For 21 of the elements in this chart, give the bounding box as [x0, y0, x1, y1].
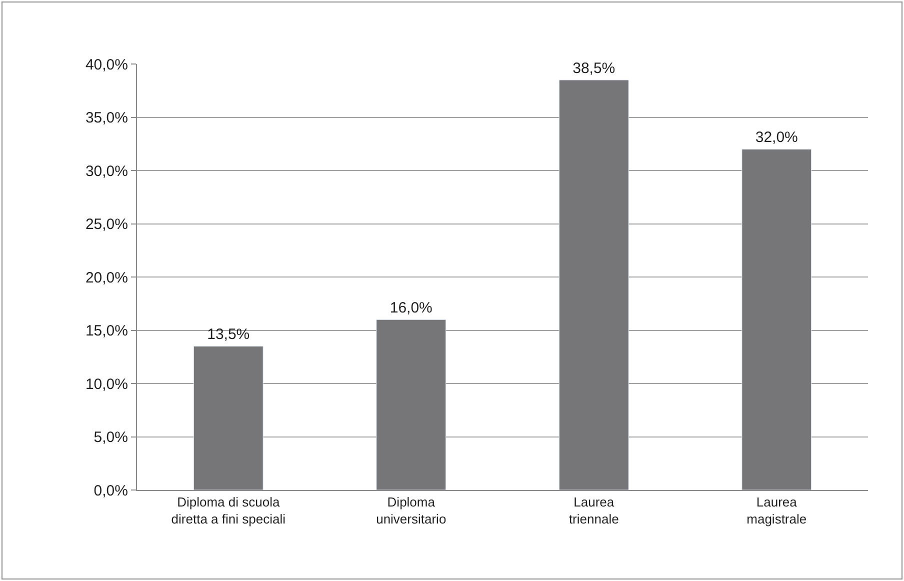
data-label: 32,0%	[755, 129, 798, 146]
data-label: 38,5%	[572, 60, 616, 77]
y-tick-label: 20,0%	[85, 269, 128, 286]
x-tick-label: Laurea magistrale	[746, 494, 807, 526]
bar	[376, 319, 446, 490]
y-tick-label: 40,0%	[85, 56, 128, 74]
x-tick-label: Laurea triennale	[568, 494, 619, 526]
data-label: 16,0%	[390, 300, 432, 317]
data-label: 13,5%	[207, 326, 250, 344]
y-tick-label: 0,0%	[94, 482, 128, 500]
y-tick-label: 5,0%	[94, 429, 128, 446]
bar	[193, 346, 264, 490]
y-tick-label: 30,0%	[85, 162, 128, 180]
y-tick-label: 35,0%	[85, 110, 128, 126]
y-tick-label: 10,0%	[85, 376, 128, 393]
bar	[558, 80, 629, 490]
x-tick-label: Diploma di scuola diretta a fini speciali	[171, 494, 286, 526]
y-tick-label: 15,0%	[85, 322, 128, 340]
x-tick-label: Diploma universitario	[376, 494, 446, 526]
bar	[742, 148, 812, 490]
y-tick-label: 25,0%	[85, 216, 128, 233]
